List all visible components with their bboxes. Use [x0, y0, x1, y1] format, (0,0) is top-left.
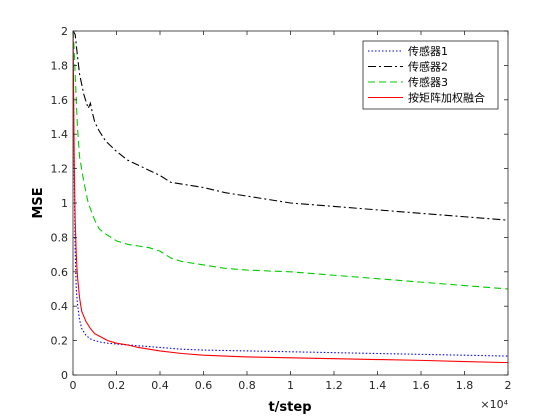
- y-tick-label: 0.6: [51, 266, 69, 279]
- x-tick-label: 1.4: [369, 379, 387, 392]
- y-tick-label: 0.2: [51, 335, 69, 348]
- legend-label-1: 传感器1: [408, 45, 448, 58]
- x-tick-label: 1.2: [325, 379, 343, 392]
- x-axis-exponent-label: ×10⁴: [480, 398, 508, 411]
- legend: 传感器1 传感器2 传感器3 按矩阵加权融合: [362, 40, 499, 110]
- x-tick-label: 1.6: [412, 379, 430, 392]
- x-tick-label: 0: [70, 379, 77, 392]
- x-tick-label: 0.2: [108, 379, 126, 392]
- x-tick-label: 1: [287, 379, 294, 392]
- series-layer: [73, 31, 508, 364]
- x-axis-title: t/step: [268, 400, 311, 415]
- y-tick-label: 1.8: [51, 59, 69, 72]
- y-tick-label: 2: [61, 25, 68, 38]
- x-tick-label: 0.8: [238, 379, 256, 392]
- y-tick-label: 1: [61, 197, 68, 210]
- series-line-2: [73, 31, 508, 221]
- y-tick-label: 1.4: [51, 128, 69, 141]
- y-tick-label: 1.2: [51, 163, 69, 176]
- x-tick-label: 1.8: [456, 379, 474, 392]
- axes-layer: 0 0.2 0.4 0.6 0.8 1 1.2 1.4 1.6 1.8 2 0 0.2 0.4 0.6 0.8…: [51, 25, 512, 392]
- legend-label-3: 传感器3: [408, 76, 448, 89]
- x-tick-label: 0.6: [195, 379, 213, 392]
- series-line-4: [73, 31, 508, 364]
- y-tick-label: 0.4: [51, 300, 69, 313]
- x-tick-label: 0.4: [151, 379, 169, 392]
- legend-label-4: 按矩阵加权融合: [408, 91, 485, 105]
- y-tick-label: 0: [61, 369, 68, 382]
- x-tick-label: 2: [505, 379, 512, 392]
- y-axis-title: MSE: [31, 187, 46, 218]
- legend-label-2: 传感器2: [408, 61, 448, 74]
- y-tick-label: 1.6: [51, 94, 69, 107]
- y-tick-label: 0.8: [51, 231, 69, 244]
